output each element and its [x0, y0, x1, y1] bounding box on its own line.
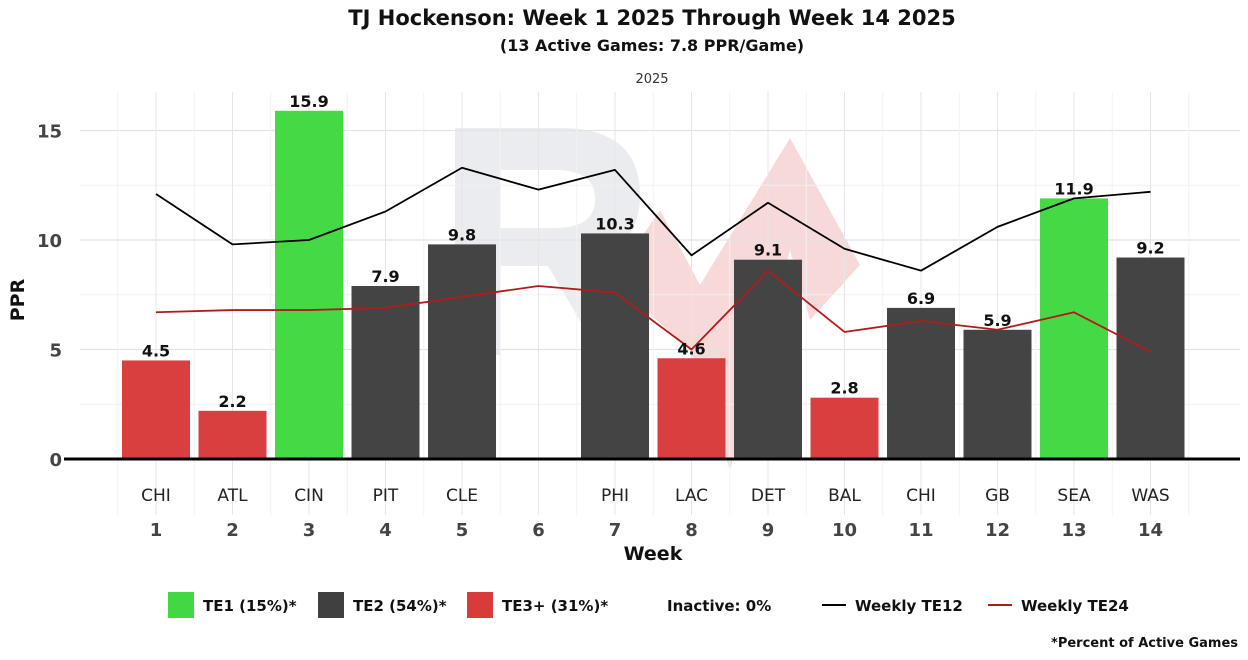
y-tick-label: 5 — [49, 341, 62, 362]
bar-week-3 — [275, 110, 343, 459]
x-axis-label: Week — [624, 543, 683, 565]
data-label-week-7: 10.3 — [595, 214, 634, 233]
y-tick-label: 10 — [37, 231, 62, 252]
data-label-week-5: 9.8 — [448, 225, 476, 244]
week-tick-label: 1 — [150, 520, 163, 541]
week-tick-label: 12 — [985, 520, 1010, 541]
bar-week-5 — [428, 244, 496, 459]
legend-te24-label: Weekly TE24 — [1021, 597, 1129, 615]
bar-week-11 — [887, 307, 955, 459]
bar-week-8 — [657, 358, 726, 459]
data-label-week-10: 2.8 — [830, 379, 858, 398]
week-tick-label: 8 — [685, 520, 698, 541]
bar-week-14 — [1116, 257, 1185, 459]
week-tick-label: 11 — [908, 520, 933, 541]
chart-title: TJ Hockenson: Week 1 2025 Through Week 1… — [348, 6, 955, 30]
week-tick-label: 10 — [832, 520, 857, 541]
opponent-label: CLE — [446, 486, 478, 506]
opponent-label: PHI — [601, 486, 629, 506]
week-tick-label: 14 — [1138, 520, 1163, 541]
data-label-week-12: 5.9 — [983, 311, 1011, 330]
opponent-label: ATL — [217, 486, 248, 506]
week-tick-label: 9 — [762, 520, 775, 541]
bar-week-12 — [963, 329, 1032, 459]
opponent-label: DET — [751, 486, 786, 506]
week-tick-label: 2 — [226, 520, 239, 541]
chart-subtitle: (13 Active Games: 7.8 PPR/Game) — [500, 36, 804, 55]
data-label-week-3: 15.9 — [289, 92, 328, 111]
bar-week-10 — [810, 397, 879, 459]
week-tick-label: 6 — [532, 520, 545, 541]
opponent-label: CHI — [141, 486, 171, 506]
week-tick-label: 7 — [609, 520, 622, 541]
facet-label: 2025 — [635, 72, 668, 87]
week-tick-label: 13 — [1061, 520, 1086, 541]
legend: TE1 (15%)* TE2 (54%)* TE3+ (31%)* Inacti… — [168, 592, 1129, 618]
bar-week-4 — [351, 285, 420, 459]
data-label-week-13: 11.9 — [1054, 179, 1093, 198]
series-line-te12 — [155, 166, 1151, 272]
week-tick-label: 3 — [303, 520, 316, 541]
legend-te2-label: TE2 (54%)* — [353, 597, 447, 615]
bar-week-7 — [581, 233, 649, 459]
data-label-week-4: 7.9 — [371, 267, 399, 286]
y-axis-label: PPR — [7, 278, 29, 321]
week-tick-label: 5 — [456, 520, 469, 541]
reference-lines — [155, 166, 1151, 353]
legend-te12-label: Weekly TE12 — [855, 597, 963, 615]
legend-te3-label: TE3+ (31%)* — [502, 597, 608, 615]
bar-week-1 — [122, 360, 190, 459]
opponent-label: SEA — [1057, 486, 1091, 506]
week-tick-label: 4 — [379, 520, 392, 541]
y-tick-label: 15 — [37, 122, 62, 143]
legend-te2-swatch — [318, 592, 344, 618]
series-line-te24 — [155, 269, 1151, 353]
data-label-week-14: 9.2 — [1136, 239, 1164, 258]
data-label-week-2: 2.2 — [218, 392, 246, 411]
bar-week-13 — [1040, 198, 1108, 459]
opponent-label: CHI — [906, 486, 936, 506]
data-label-week-11: 6.9 — [907, 289, 935, 308]
data-labels: 4.5 2.2 15.9 7.9 9.8 10.3 4.6 9.1 2.8 6.9 5.9 11.9 9… — [142, 92, 1165, 411]
footnote: *Percent of Active Games — [1051, 636, 1238, 651]
opponent-label: WAS — [1131, 486, 1169, 506]
opponent-label: LAC — [675, 486, 708, 506]
opponent-label: BAL — [828, 486, 861, 506]
legend-te3-swatch — [467, 592, 493, 618]
y-tick-label: 0 — [49, 450, 62, 471]
data-label-week-8: 4.6 — [677, 339, 705, 358]
data-label-week-1: 4.5 — [142, 341, 170, 360]
opponent-label: GB — [985, 486, 1010, 506]
legend-te1-swatch — [168, 592, 194, 618]
bars — [122, 110, 1185, 459]
data-label-week-9: 9.1 — [754, 241, 782, 260]
opponent-label: PIT — [373, 486, 399, 506]
bar-week-2 — [198, 410, 267, 459]
legend-te1-label: TE1 (15%)* — [203, 597, 297, 615]
opponent-label: CIN — [294, 486, 324, 506]
legend-inactive-label: Inactive: 0% — [667, 597, 771, 615]
